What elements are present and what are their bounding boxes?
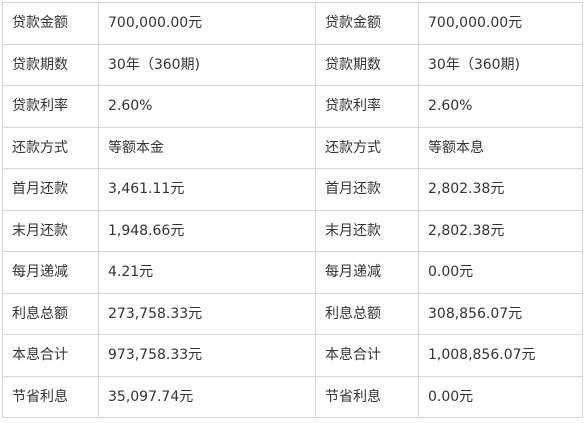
right-label-loan-periods: 贷款期数 xyxy=(315,43,419,86)
table-row-last-month: 末月还款 1,948.66元 末月还款 2,802.38元 xyxy=(2,209,583,252)
loan-comparison-table: 贷款金额 700,000.00元 贷款金额 700,000.00元 贷款期数 3… xyxy=(2,2,583,418)
right-value-total-interest: 308,856.07元 xyxy=(418,292,583,335)
left-value-last-month: 1,948.66元 xyxy=(98,209,316,252)
left-label-interest-saved: 节省利息 xyxy=(2,375,99,418)
left-label-interest-rate: 贷款利率 xyxy=(2,85,99,128)
right-value-interest-rate: 2.60% xyxy=(418,85,583,128)
left-value-monthly-decrease: 4.21元 xyxy=(98,251,316,294)
table-row-first-month: 首月还款 3,461.11元 首月还款 2,802.38元 xyxy=(2,168,583,211)
left-label-monthly-decrease: 每月递减 xyxy=(2,251,99,294)
right-value-loan-amount: 700,000.00元 xyxy=(418,2,583,45)
right-value-repayment-method: 等额本息 xyxy=(418,126,583,169)
right-value-total-repayment: 1,008,856.07元 xyxy=(418,334,583,377)
left-label-last-month: 末月还款 xyxy=(2,209,99,252)
table-row-total-interest: 利息总额 273,758.33元 利息总额 308,856.07元 xyxy=(2,292,583,335)
right-label-loan-amount: 贷款金额 xyxy=(315,2,419,45)
right-value-loan-periods: 30年（360期) xyxy=(418,43,583,86)
left-label-total-interest: 利息总额 xyxy=(2,292,99,335)
table-row-monthly-decrease: 每月递减 4.21元 每月递减 0.00元 xyxy=(2,251,583,294)
table-row-interest-saved: 节省利息 35,097.74元 节省利息 0.00元 xyxy=(2,375,583,418)
right-value-interest-saved: 0.00元 xyxy=(418,375,583,418)
right-label-interest-rate: 贷款利率 xyxy=(315,85,419,128)
table-row-loan-amount: 贷款金额 700,000.00元 贷款金额 700,000.00元 xyxy=(2,2,583,45)
right-value-last-month: 2,802.38元 xyxy=(418,209,583,252)
table-row-interest-rate: 贷款利率 2.60% 贷款利率 2.60% xyxy=(2,85,583,128)
table-row-total-repayment: 本息合计 973,758.33元 本息合计 1,008,856.07元 xyxy=(2,334,583,377)
right-label-repayment-method: 还款方式 xyxy=(315,126,419,169)
right-label-monthly-decrease: 每月递减 xyxy=(315,251,419,294)
right-label-total-repayment: 本息合计 xyxy=(315,334,419,377)
left-value-first-month: 3,461.11元 xyxy=(98,168,316,211)
left-label-repayment-method: 还款方式 xyxy=(2,126,99,169)
left-value-interest-rate: 2.60% xyxy=(98,85,316,128)
left-label-loan-periods: 贷款期数 xyxy=(2,43,99,86)
left-label-loan-amount: 贷款金额 xyxy=(2,2,99,45)
left-label-first-month: 首月还款 xyxy=(2,168,99,211)
right-value-first-month: 2,802.38元 xyxy=(418,168,583,211)
table-row-loan-periods: 贷款期数 30年（360期) 贷款期数 30年（360期) xyxy=(2,43,583,86)
left-value-interest-saved: 35,097.74元 xyxy=(98,375,316,418)
right-label-total-interest: 利息总额 xyxy=(315,292,419,335)
right-label-first-month: 首月还款 xyxy=(315,168,419,211)
left-value-loan-periods: 30年（360期) xyxy=(98,43,316,86)
left-value-total-interest: 273,758.33元 xyxy=(98,292,316,335)
right-label-last-month: 末月还款 xyxy=(315,209,419,252)
left-label-total-repayment: 本息合计 xyxy=(2,334,99,377)
right-value-monthly-decrease: 0.00元 xyxy=(418,251,583,294)
left-value-loan-amount: 700,000.00元 xyxy=(98,2,316,45)
right-label-interest-saved: 节省利息 xyxy=(315,375,419,418)
left-value-repayment-method: 等额本金 xyxy=(98,126,316,169)
table-row-repayment-method: 还款方式 等额本金 还款方式 等额本息 xyxy=(2,126,583,169)
loan-table-body: 贷款金额 700,000.00元 贷款金额 700,000.00元 贷款期数 3… xyxy=(2,2,583,418)
left-value-total-repayment: 973,758.33元 xyxy=(98,334,316,377)
